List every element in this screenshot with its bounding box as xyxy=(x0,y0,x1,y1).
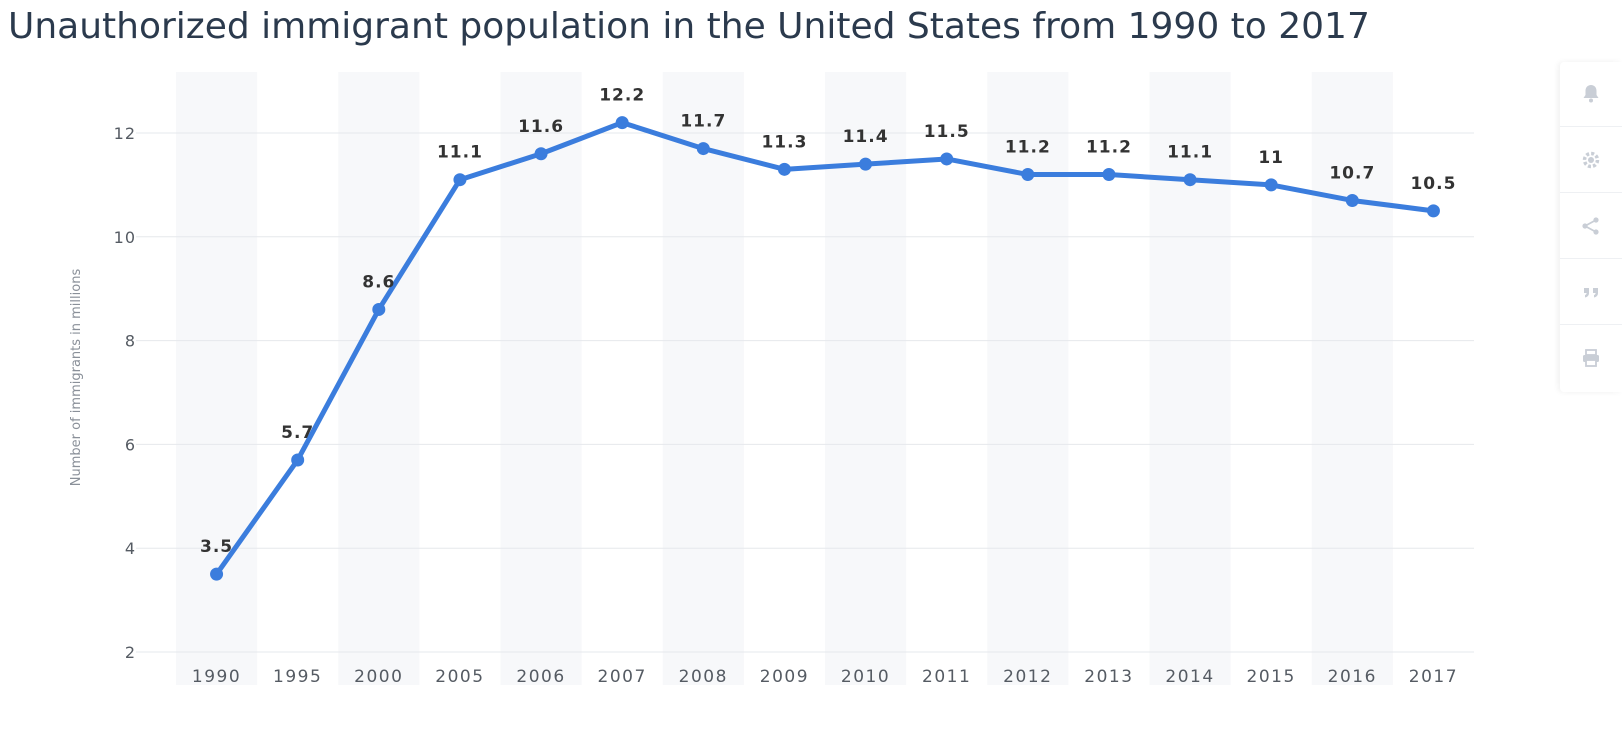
share-icon xyxy=(1582,217,1599,235)
x-tick-label: 2013 xyxy=(1084,667,1133,687)
data-point xyxy=(1102,168,1116,182)
y-tick-label: 12 xyxy=(114,124,136,143)
chart-toolbar xyxy=(1560,62,1622,392)
column-band xyxy=(987,72,1069,685)
x-tick-label: 2005 xyxy=(435,667,484,687)
x-tick-label: 2006 xyxy=(516,667,565,687)
column-band xyxy=(338,72,420,685)
x-tick-label: 1990 xyxy=(192,667,241,687)
data-point xyxy=(1345,193,1359,207)
x-tick-label: 2008 xyxy=(679,667,728,687)
notification-button[interactable] xyxy=(1560,62,1622,127)
x-tick-label: 2009 xyxy=(760,667,809,687)
x-tick-label: 2014 xyxy=(1165,667,1214,687)
quote-icon xyxy=(1584,288,1598,298)
y-tick-label: 2 xyxy=(125,643,136,662)
x-tick-label: 2012 xyxy=(1003,667,1052,687)
data-label: 11.1 xyxy=(1167,143,1213,163)
share-button[interactable] xyxy=(1560,194,1622,259)
x-tick-label: 2015 xyxy=(1247,667,1296,687)
column-band xyxy=(662,72,744,685)
data-label: 3.5 xyxy=(200,537,233,557)
data-label: 12.2 xyxy=(599,86,645,106)
column-band xyxy=(1311,72,1393,685)
x-tick-label: 1995 xyxy=(273,667,322,687)
data-point xyxy=(940,152,954,166)
data-point xyxy=(1426,204,1440,218)
x-tick-label: 2011 xyxy=(922,667,971,687)
data-label: 10.7 xyxy=(1329,163,1375,183)
column-band xyxy=(176,72,258,685)
x-tick-label: 2007 xyxy=(598,667,647,687)
series-line xyxy=(214,120,1436,577)
data-label: 11.1 xyxy=(437,143,483,163)
data-label: 11.4 xyxy=(843,127,889,147)
x-tick-label: 2017 xyxy=(1409,667,1458,687)
data-label: 10.5 xyxy=(1410,174,1456,194)
y-tick-label: 6 xyxy=(125,435,136,454)
x-tick-label: 2016 xyxy=(1328,667,1377,687)
data-point xyxy=(210,567,224,581)
data-point xyxy=(859,157,873,171)
data-label: 11.2 xyxy=(1086,138,1132,158)
data-point xyxy=(534,147,548,161)
data-label: 11.3 xyxy=(761,132,807,152)
y-axis-label: Number of immigrants in millions xyxy=(69,269,84,487)
data-label: 11.7 xyxy=(680,112,726,132)
data-label: 11.5 xyxy=(924,122,970,142)
print-button[interactable] xyxy=(1560,326,1622,390)
data-point xyxy=(372,302,386,316)
column-band xyxy=(1149,72,1231,685)
data-point xyxy=(696,142,710,156)
bell-icon xyxy=(1583,85,1599,103)
data-label: 5.7 xyxy=(281,423,314,443)
column-band xyxy=(500,72,582,685)
data-point xyxy=(1264,178,1278,192)
data-point xyxy=(291,453,305,467)
chart-title: Unauthorized immigrant population in the… xyxy=(8,6,1370,47)
gear-icon xyxy=(1582,151,1600,169)
settings-button[interactable] xyxy=(1560,128,1622,193)
y-tick-label: 4 xyxy=(125,539,136,558)
y-tick-label: 8 xyxy=(125,332,136,351)
cite-button[interactable] xyxy=(1560,260,1622,325)
data-label: 8.6 xyxy=(362,272,395,292)
line-chart: 2 4 6 8 10 12 Number of immigrants in millions… xyxy=(69,72,1474,687)
data-label: 11.6 xyxy=(518,117,564,137)
data-point xyxy=(453,173,467,187)
column-band xyxy=(825,72,907,685)
x-tick-label: 2000 xyxy=(354,667,403,687)
print-icon xyxy=(1583,349,1599,367)
data-label: 11 xyxy=(1258,148,1284,168)
data-point xyxy=(1183,173,1197,187)
x-tick-label: 2010 xyxy=(841,667,890,687)
data-point xyxy=(1021,168,1035,182)
data-point xyxy=(777,162,791,176)
data-label: 11.2 xyxy=(1005,138,1051,158)
y-tick-label: 10 xyxy=(114,228,136,247)
data-point xyxy=(615,116,629,130)
